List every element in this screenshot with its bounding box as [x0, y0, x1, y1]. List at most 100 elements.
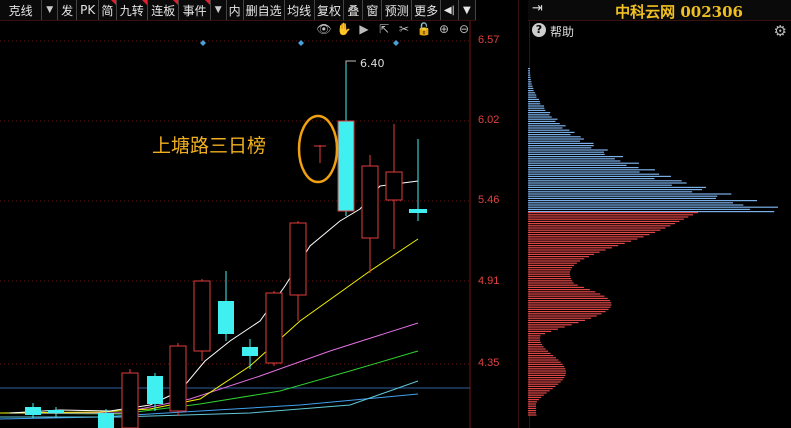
profile-bar	[528, 220, 680, 222]
collapse-arrow-icon[interactable]: ⇥	[532, 1, 543, 16]
toolbar-item-13[interactable]: 预测	[382, 0, 413, 20]
play-icon[interactable]: ▶	[359, 22, 369, 36]
profile-bar	[528, 337, 540, 339]
lock-icon[interactable]: 🔓	[416, 22, 432, 36]
cursor-icon[interactable]: ⇱	[378, 22, 390, 36]
help-label[interactable]: 帮助	[550, 25, 575, 39]
profile-bar	[528, 256, 589, 258]
candle[interactable]	[121, 369, 139, 428]
candle[interactable]	[361, 155, 379, 273]
profile-bar	[528, 403, 536, 405]
profile-bar	[528, 295, 605, 297]
candle[interactable]	[169, 343, 187, 416]
event-marker[interactable]	[200, 40, 206, 46]
candle[interactable]	[409, 139, 427, 221]
gear-icon[interactable]: ⚙	[773, 22, 787, 40]
profile-bar	[528, 120, 556, 122]
profile-bar	[528, 212, 698, 214]
toolbar-item-0[interactable]: 克线	[0, 0, 43, 20]
candle[interactable]	[48, 407, 64, 417]
profile-bar	[528, 383, 559, 385]
candle[interactable]	[98, 409, 114, 428]
profile-bar	[528, 284, 578, 286]
kline-chart[interactable]	[0, 21, 518, 428]
toolbar-item-8[interactable]: 删自选	[244, 0, 285, 20]
profile-bar	[528, 315, 597, 317]
candle[interactable]	[385, 124, 403, 249]
hand-icon[interactable]: ✋	[336, 22, 352, 36]
profile-bar	[528, 344, 542, 346]
ma-line-green	[0, 350, 419, 415]
profile-bar	[528, 399, 539, 401]
toolbar-item-5[interactable]: 连板	[148, 0, 180, 20]
dropdown-arrow-icon[interactable]: ▼	[211, 0, 227, 20]
profile-bar	[528, 242, 625, 244]
profile-bar	[528, 346, 544, 348]
profile-bar	[528, 326, 565, 328]
event-marker[interactable]	[298, 40, 304, 46]
candle[interactable]	[289, 221, 307, 321]
toolbar-item-12[interactable]: 窗	[363, 0, 383, 20]
chevron-down-icon[interactable]: ▼	[459, 0, 477, 20]
annotation-text: 上塘路三日榜	[152, 135, 267, 157]
event-marker[interactable]	[393, 40, 399, 46]
candle[interactable]	[314, 145, 326, 163]
profile-bar	[528, 107, 545, 109]
profile-bar	[528, 171, 640, 173]
toolbar-item-10[interactable]: 复权	[315, 0, 345, 20]
candles	[25, 64, 427, 428]
profile-bar	[528, 361, 561, 363]
toolbar-item-3[interactable]: 简	[99, 0, 117, 20]
profile-bar	[528, 96, 537, 98]
toolbar-item-11[interactable]: 叠	[344, 0, 364, 20]
profile-bar	[528, 142, 594, 144]
zoom-out-icon[interactable]: ⊖	[458, 22, 470, 36]
profile-bar	[528, 193, 732, 195]
profile-bar	[528, 211, 775, 213]
candle[interactable]	[218, 271, 234, 341]
profile-bar	[528, 70, 531, 72]
profile-bar	[528, 264, 575, 266]
scissors-icon[interactable]: ✂	[398, 22, 410, 36]
profile-bar	[528, 374, 566, 376]
profile-bar	[528, 173, 660, 175]
toolbar-item-14[interactable]: 更多	[412, 0, 442, 20]
profile-bar	[528, 363, 563, 365]
toolbar-item-2[interactable]: PK	[77, 0, 100, 20]
dropdown-arrow-icon[interactable]: ▼	[42, 0, 59, 20]
profile-bar	[528, 407, 536, 409]
profile-bar	[528, 105, 545, 107]
profile-bar	[528, 271, 571, 273]
candle[interactable]	[265, 291, 283, 366]
candle[interactable]	[147, 373, 163, 411]
profile-bar	[528, 178, 655, 180]
help-icon[interactable]: ?	[532, 23, 546, 37]
candle[interactable]	[193, 279, 211, 361]
red-corner-mark	[142, 0, 147, 5]
ma-line-cyan	[0, 380, 419, 418]
zoom-in-icon[interactable]: ⊕	[438, 22, 450, 36]
candle[interactable]	[242, 339, 258, 369]
stock-header: ⇥ 中科云网 002306	[528, 0, 791, 21]
profile-bar	[528, 127, 563, 129]
profile-bar	[528, 302, 612, 304]
candle[interactable]	[25, 403, 41, 418]
profile-bar	[528, 262, 577, 264]
toolbar-item-9[interactable]: 均线	[285, 0, 315, 20]
candle[interactable]	[337, 64, 355, 216]
kline-chart-area[interactable]: 6.57 6.02 5.46 4.91 4.35	[0, 21, 518, 428]
profile-bar	[528, 249, 606, 251]
eye-icon[interactable]: 👁	[316, 22, 332, 36]
toolbar-item-7[interactable]: 内	[227, 0, 244, 20]
sidebar-toggle-icon[interactable]: ◀|	[441, 0, 459, 20]
toolbar-item-6[interactable]: 事件	[179, 0, 211, 20]
toolbar-item-1[interactable]: 发	[58, 0, 78, 20]
chart-tools: 👁 ✋ ▶ ⇱ ✂ 🔓 ⊕ ⊖	[316, 21, 472, 37]
panel-divider[interactable]	[518, 0, 530, 428]
profile-bar	[528, 202, 733, 204]
profile-bar	[528, 206, 778, 208]
toolbar-item-4[interactable]: 九转	[117, 0, 148, 20]
help-bar: ? 帮助 ⚙	[528, 21, 791, 41]
profile-bar	[528, 370, 566, 372]
profile-bar	[528, 236, 644, 238]
